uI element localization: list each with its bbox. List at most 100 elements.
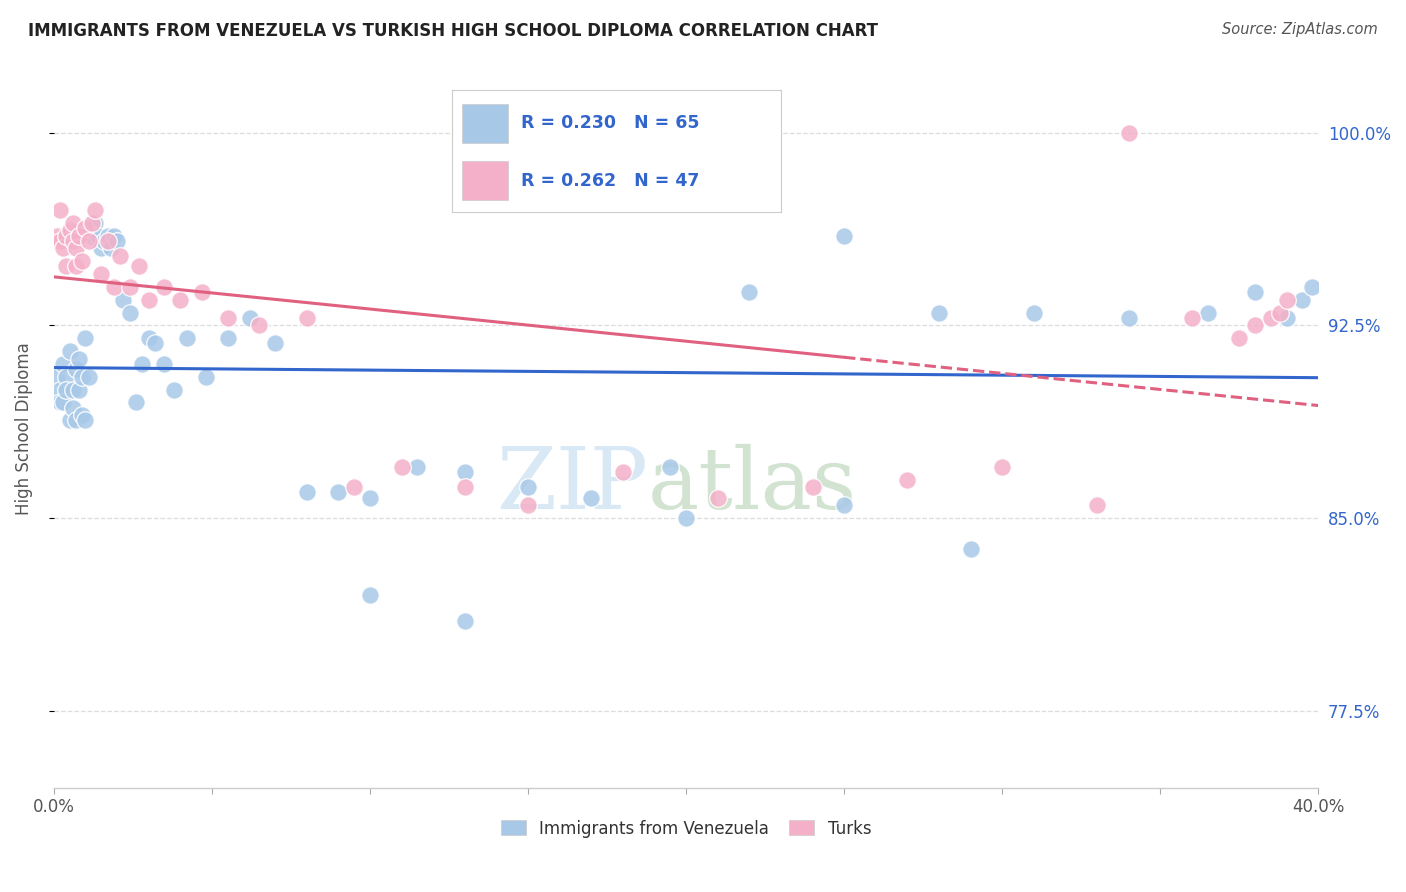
Point — [67, 383, 90, 397]
Point — [75, 220, 97, 235]
Point — [328, 485, 350, 500]
Point — [52, 395, 75, 409]
Point — [62, 383, 84, 397]
Point — [110, 249, 132, 263]
Point — [1301, 280, 1323, 294]
Point — [801, 480, 824, 494]
Point — [1022, 305, 1045, 319]
Point — [62, 234, 84, 248]
Point — [991, 459, 1014, 474]
Point — [406, 459, 429, 474]
Point — [169, 293, 191, 307]
Point — [143, 336, 166, 351]
Point — [49, 202, 72, 217]
Point — [517, 480, 540, 494]
Point — [1260, 310, 1282, 325]
Point — [896, 473, 918, 487]
Point — [1197, 305, 1219, 319]
Point — [118, 305, 141, 319]
Point — [97, 234, 120, 248]
Point — [93, 234, 115, 248]
Point — [131, 357, 153, 371]
Point — [612, 465, 634, 479]
Text: Source: ZipAtlas.com: Source: ZipAtlas.com — [1222, 22, 1378, 37]
Point — [1275, 293, 1298, 307]
Point — [65, 413, 87, 427]
Point — [75, 413, 97, 427]
Point — [1244, 285, 1267, 299]
Point — [49, 395, 72, 409]
Point — [55, 228, 77, 243]
Point — [84, 202, 107, 217]
Point — [217, 310, 239, 325]
Point — [128, 260, 150, 274]
Point — [343, 480, 366, 494]
Point — [62, 216, 84, 230]
Point — [77, 234, 100, 248]
Point — [1275, 310, 1298, 325]
Point — [59, 413, 82, 427]
Point — [1118, 310, 1140, 325]
Point — [928, 305, 950, 319]
Point — [454, 480, 477, 494]
Point — [105, 234, 128, 248]
Point — [1244, 318, 1267, 333]
Point — [295, 485, 318, 500]
Point — [247, 318, 270, 333]
Point — [49, 383, 72, 397]
Point — [153, 357, 176, 371]
Point — [112, 293, 135, 307]
Point — [454, 614, 477, 628]
Point — [52, 241, 75, 255]
Point — [1270, 305, 1292, 319]
Point — [239, 310, 262, 325]
Point — [359, 588, 381, 602]
Point — [1118, 126, 1140, 140]
Point — [217, 331, 239, 345]
Legend: Immigrants from Venezuela, Turks: Immigrants from Venezuela, Turks — [495, 813, 877, 844]
Point — [579, 491, 602, 505]
Point — [65, 241, 87, 255]
Point — [103, 280, 125, 294]
Point — [264, 336, 287, 351]
Y-axis label: High School Diploma: High School Diploma — [15, 342, 32, 515]
Point — [59, 344, 82, 359]
Point — [90, 267, 112, 281]
Point — [90, 241, 112, 255]
Text: atlas: atlas — [648, 444, 858, 527]
Point — [72, 369, 94, 384]
Point — [46, 369, 69, 384]
Point — [65, 362, 87, 376]
Point — [118, 280, 141, 294]
Point — [138, 293, 160, 307]
Point — [125, 395, 148, 409]
Point — [62, 401, 84, 415]
Point — [1291, 293, 1313, 307]
Point — [55, 369, 77, 384]
Point — [738, 285, 761, 299]
Point — [103, 228, 125, 243]
Point — [87, 228, 110, 243]
Point — [59, 223, 82, 237]
Point — [67, 228, 90, 243]
Point — [391, 459, 413, 474]
Point — [659, 459, 682, 474]
Point — [100, 241, 122, 255]
Point — [77, 369, 100, 384]
Point — [832, 228, 855, 243]
Point — [46, 228, 69, 243]
Point — [80, 228, 103, 243]
Point — [959, 541, 981, 556]
Point — [706, 491, 728, 505]
Text: ZIP: ZIP — [496, 444, 648, 527]
Point — [67, 351, 90, 366]
Point — [1085, 498, 1108, 512]
Point — [1227, 331, 1250, 345]
Point — [295, 310, 318, 325]
Text: IMMIGRANTS FROM VENEZUELA VS TURKISH HIGH SCHOOL DIPLOMA CORRELATION CHART: IMMIGRANTS FROM VENEZUELA VS TURKISH HIG… — [28, 22, 879, 40]
Point — [153, 280, 176, 294]
Point — [55, 260, 77, 274]
Point — [80, 216, 103, 230]
Point — [176, 331, 198, 345]
Point — [1181, 310, 1204, 325]
